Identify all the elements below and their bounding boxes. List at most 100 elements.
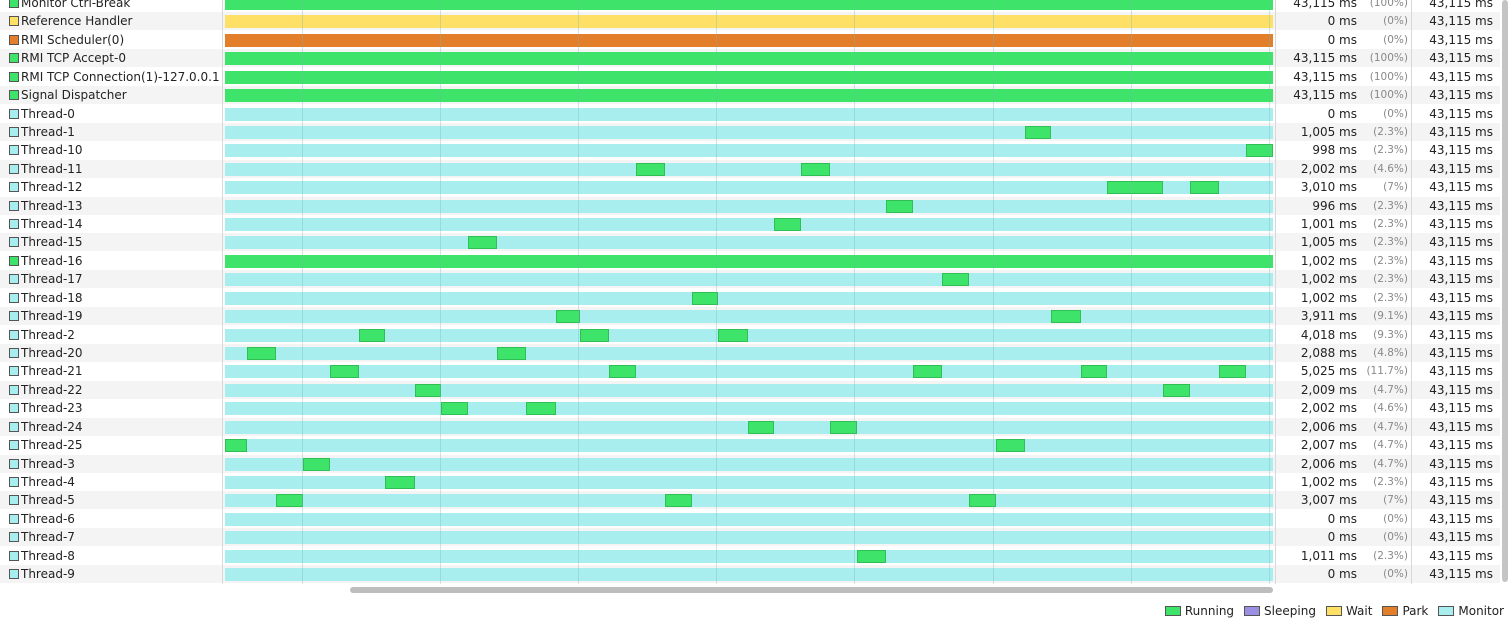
total-time: 43,115 ms — [1429, 106, 1493, 121]
column-separator — [1275, 0, 1276, 584]
running-time: 0 ms — [1327, 106, 1357, 121]
state-bar — [225, 420, 1273, 434]
state-bar — [225, 236, 1273, 250]
running-segment — [801, 162, 831, 176]
state-icon — [9, 90, 19, 101]
running-time: 5,025 ms — [1300, 364, 1357, 379]
running-percent: (2.3%) — [1373, 199, 1408, 212]
thread-row: Signal Dispatcher 43,115 ms (100%) 43,115 m… — [0, 86, 1500, 105]
vertical-scrollbar[interactable] — [1502, 0, 1508, 582]
running-time: 0 ms — [1327, 14, 1357, 29]
running-segment — [385, 475, 415, 489]
total-time: 43,115 ms — [1429, 88, 1493, 103]
state-bar — [225, 273, 1273, 287]
total-time: 43,115 ms — [1429, 438, 1493, 453]
time-grid-line — [716, 0, 717, 584]
thread-name: Thread-0 — [21, 106, 75, 121]
thread-name: RMI TCP Connection(1)-127.0.0.1 — [21, 69, 220, 84]
running-segment — [329, 365, 359, 379]
running-time: 3,010 ms — [1300, 180, 1357, 195]
thread-name: Thread-19 — [21, 309, 83, 324]
running-time: 0 ms — [1327, 567, 1357, 582]
running-time: 1,005 ms — [1300, 235, 1357, 250]
thread-name: Thread-23 — [21, 401, 83, 416]
running-percent: (4.7%) — [1373, 439, 1408, 452]
state-icon — [9, 145, 19, 156]
running-time: 3,007 ms — [1300, 493, 1357, 508]
thread-name: Thread-2 — [21, 327, 75, 342]
running-segment — [912, 365, 943, 379]
state-icon — [9, 476, 19, 487]
running-time: 4,018 ms — [1300, 327, 1357, 342]
thread-row: Thread-11 2,002 ms (4.6%) 43,115 ms — [0, 159, 1500, 178]
column-separator — [1411, 0, 1412, 584]
total-time: 43,115 ms — [1429, 382, 1493, 397]
running-segment — [497, 346, 527, 360]
state-icon — [9, 71, 19, 82]
horizontal-scrollbar[interactable] — [350, 587, 1273, 593]
running-segment — [1080, 365, 1108, 379]
running-time: 3,911 ms — [1300, 309, 1357, 324]
state-icon — [9, 16, 19, 27]
state-bar — [225, 568, 1273, 582]
thread-name: Thread-15 — [21, 235, 83, 250]
running-percent: (100%) — [1369, 0, 1408, 9]
running-percent: (0%) — [1383, 33, 1408, 46]
running-segment — [1163, 383, 1190, 397]
state-bar — [225, 457, 1273, 471]
thread-row: Thread-19 3,911 ms (9.1%) 43,115 ms — [0, 307, 1500, 326]
running-percent: (0%) — [1383, 568, 1408, 581]
running-segment — [1189, 181, 1220, 195]
thread-row: Thread-3 2,006 ms (4.7%) 43,115 ms — [0, 454, 1500, 473]
state-bar — [225, 512, 1273, 526]
thread-row: Thread-2 4,018 ms (9.3%) 43,115 ms — [0, 326, 1500, 344]
legend-label: Running — [1184, 604, 1235, 618]
running-segment — [886, 199, 913, 213]
thread-name: Thread-6 — [21, 511, 75, 526]
running-segment — [718, 328, 748, 342]
running-time: 2,002 ms — [1300, 161, 1357, 176]
state-bar — [225, 107, 1273, 121]
legend-label: Monitor — [1458, 604, 1504, 618]
state-bar — [225, 52, 1273, 66]
running-percent: (100%) — [1369, 70, 1408, 83]
running-time: 1,011 ms — [1300, 548, 1357, 563]
running-segment — [526, 402, 556, 416]
thread-row: Thread-10 998 ms (2.3%) 43,115 ms — [0, 141, 1500, 159]
running-time: 1,002 ms — [1300, 290, 1357, 305]
state-icon — [9, 34, 19, 45]
thread-row: Thread-21 5,025 ms (11.7%) 43,115 ms — [0, 362, 1500, 380]
running-time: 2,007 ms — [1300, 438, 1357, 453]
thread-name: Thread-1 — [21, 124, 75, 139]
state-icon — [9, 311, 19, 322]
legend-item: Monitor — [1438, 604, 1504, 618]
thread-name: Thread-21 — [21, 364, 83, 379]
state-bar — [225, 402, 1273, 416]
thread-name: Thread-25 — [21, 438, 83, 453]
thread-row: RMI TCP Accept-0 43,115 ms (100%) 43,115 ms — [0, 49, 1500, 68]
running-percent: (0%) — [1383, 512, 1408, 525]
running-segment — [468, 236, 498, 250]
running-time: 0 ms — [1327, 530, 1357, 545]
legend-item: Wait — [1325, 604, 1372, 618]
running-time: 2,006 ms — [1300, 456, 1357, 471]
thread-name: Thread-11 — [21, 161, 83, 176]
thread-name: Thread-13 — [21, 198, 83, 213]
thread-row: RMI Scheduler(0) 0 ms (0%) 43,115 ms — [0, 31, 1500, 49]
thread-row: Thread-22 2,009 ms (4.7%) 43,115 ms — [0, 380, 1500, 399]
state-bar — [225, 531, 1273, 545]
running-time: 2,002 ms — [1300, 401, 1357, 416]
thread-row: Thread-1 1,005 ms (2.3%) 43,115 ms — [0, 122, 1500, 141]
running-segment — [1219, 365, 1246, 379]
thread-row: Thread-18 1,002 ms (2.3%) 43,115 ms — [0, 289, 1500, 307]
state-bar — [225, 15, 1273, 29]
state-bar — [225, 144, 1273, 158]
total-time: 43,115 ms — [1429, 69, 1493, 84]
state-bar — [225, 125, 1273, 139]
total-time: 43,115 ms — [1429, 345, 1493, 360]
state-icon — [9, 569, 19, 580]
running-segment — [579, 328, 610, 342]
state-icon — [9, 329, 19, 340]
running-segment — [414, 383, 442, 397]
time-grid-line — [302, 0, 303, 584]
